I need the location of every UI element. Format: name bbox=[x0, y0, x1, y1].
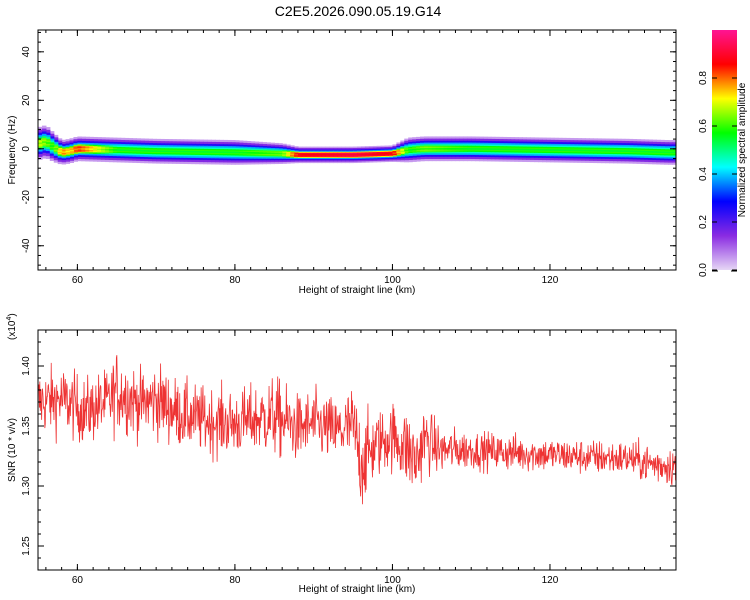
snr-x-tick-label: 80 bbox=[229, 575, 241, 586]
snr-x-tick-label: 60 bbox=[72, 575, 84, 586]
snr-panel: 60 80 100 120 1.25 1.30 1.35 1.40 Height of str… bbox=[6, 313, 677, 595]
snr-series-line bbox=[38, 355, 676, 505]
spectrogram-axes: 60 80 100 120 40 20 0 -20 -40 bbox=[21, 30, 677, 286]
spectrogram-y-tick-label: -40 bbox=[21, 238, 32, 253]
ridge-core bbox=[38, 141, 676, 156]
snr-axes: 60 80 100 120 1.25 1.30 1.35 1.40 bbox=[21, 330, 677, 586]
colorbar-tick-label: 0.6 bbox=[698, 119, 709, 133]
colorbar: 0.0 0.2 0.4 0.6 0.8 Normalized spectral ampl… bbox=[698, 30, 748, 277]
figure-title: C2E5.2026.090.05.19.G14 bbox=[275, 3, 442, 19]
spectrogram-x-tick-label: 120 bbox=[542, 275, 559, 286]
spectrogram-y-tick-label: 40 bbox=[21, 46, 32, 58]
colorbar-tick-label: 0.2 bbox=[698, 215, 709, 229]
colorbar-label: Normalized spectral amplitude bbox=[737, 82, 748, 217]
snr-y-tick-label: 1.40 bbox=[21, 356, 32, 376]
colorbar-tick-label: 0.8 bbox=[698, 71, 709, 85]
colorbar-ticks: 0.0 0.2 0.4 0.6 0.8 bbox=[698, 71, 737, 277]
snr-scale-exponent: 4 bbox=[6, 317, 13, 321]
spectrogram-x-tick-label: 80 bbox=[229, 275, 241, 286]
snr-x-tick-label: 120 bbox=[542, 575, 559, 586]
spectrogram-x-label: Height of straight line (km) bbox=[299, 285, 416, 296]
snr-y-label: SNR (10 * v/v) bbox=[7, 418, 18, 482]
snr-scale-prefix: (x10 bbox=[7, 320, 18, 340]
snr-x-tick-label: 100 bbox=[384, 575, 401, 586]
snr-x-label: Height of straight line (km) bbox=[299, 584, 416, 595]
spectrogram-ridge bbox=[38, 125, 676, 165]
colorbar-gradient bbox=[712, 30, 737, 270]
spectrogram-x-tick-label: 60 bbox=[72, 275, 84, 286]
spectrogram-y-tick-label: 20 bbox=[21, 94, 32, 106]
snr-scale-label: (x104) bbox=[6, 313, 18, 340]
spectrogram-frame bbox=[37, 29, 677, 271]
spectrogram-x-tick-label: 100 bbox=[384, 275, 401, 286]
snr-y-tick-label: 1.35 bbox=[21, 416, 32, 436]
spectrogram-y-tick-label: 0 bbox=[21, 146, 32, 152]
spectrogram-y-label: Frequency (Hz) bbox=[7, 116, 18, 185]
colorbar-tick-label: 0.4 bbox=[698, 167, 709, 181]
spectrogram-y-tick-label: -20 bbox=[21, 190, 32, 205]
colorbar-tick-label: 0.0 bbox=[698, 263, 709, 277]
snr-y-tick-label: 1.25 bbox=[21, 536, 32, 556]
spectrogram-panel: 60 80 100 120 40 20 0 -20 -40 Height of straight… bbox=[7, 29, 677, 296]
svg-text:(x104): (x104) bbox=[6, 313, 18, 340]
snr-y-tick-label: 1.30 bbox=[21, 476, 32, 496]
